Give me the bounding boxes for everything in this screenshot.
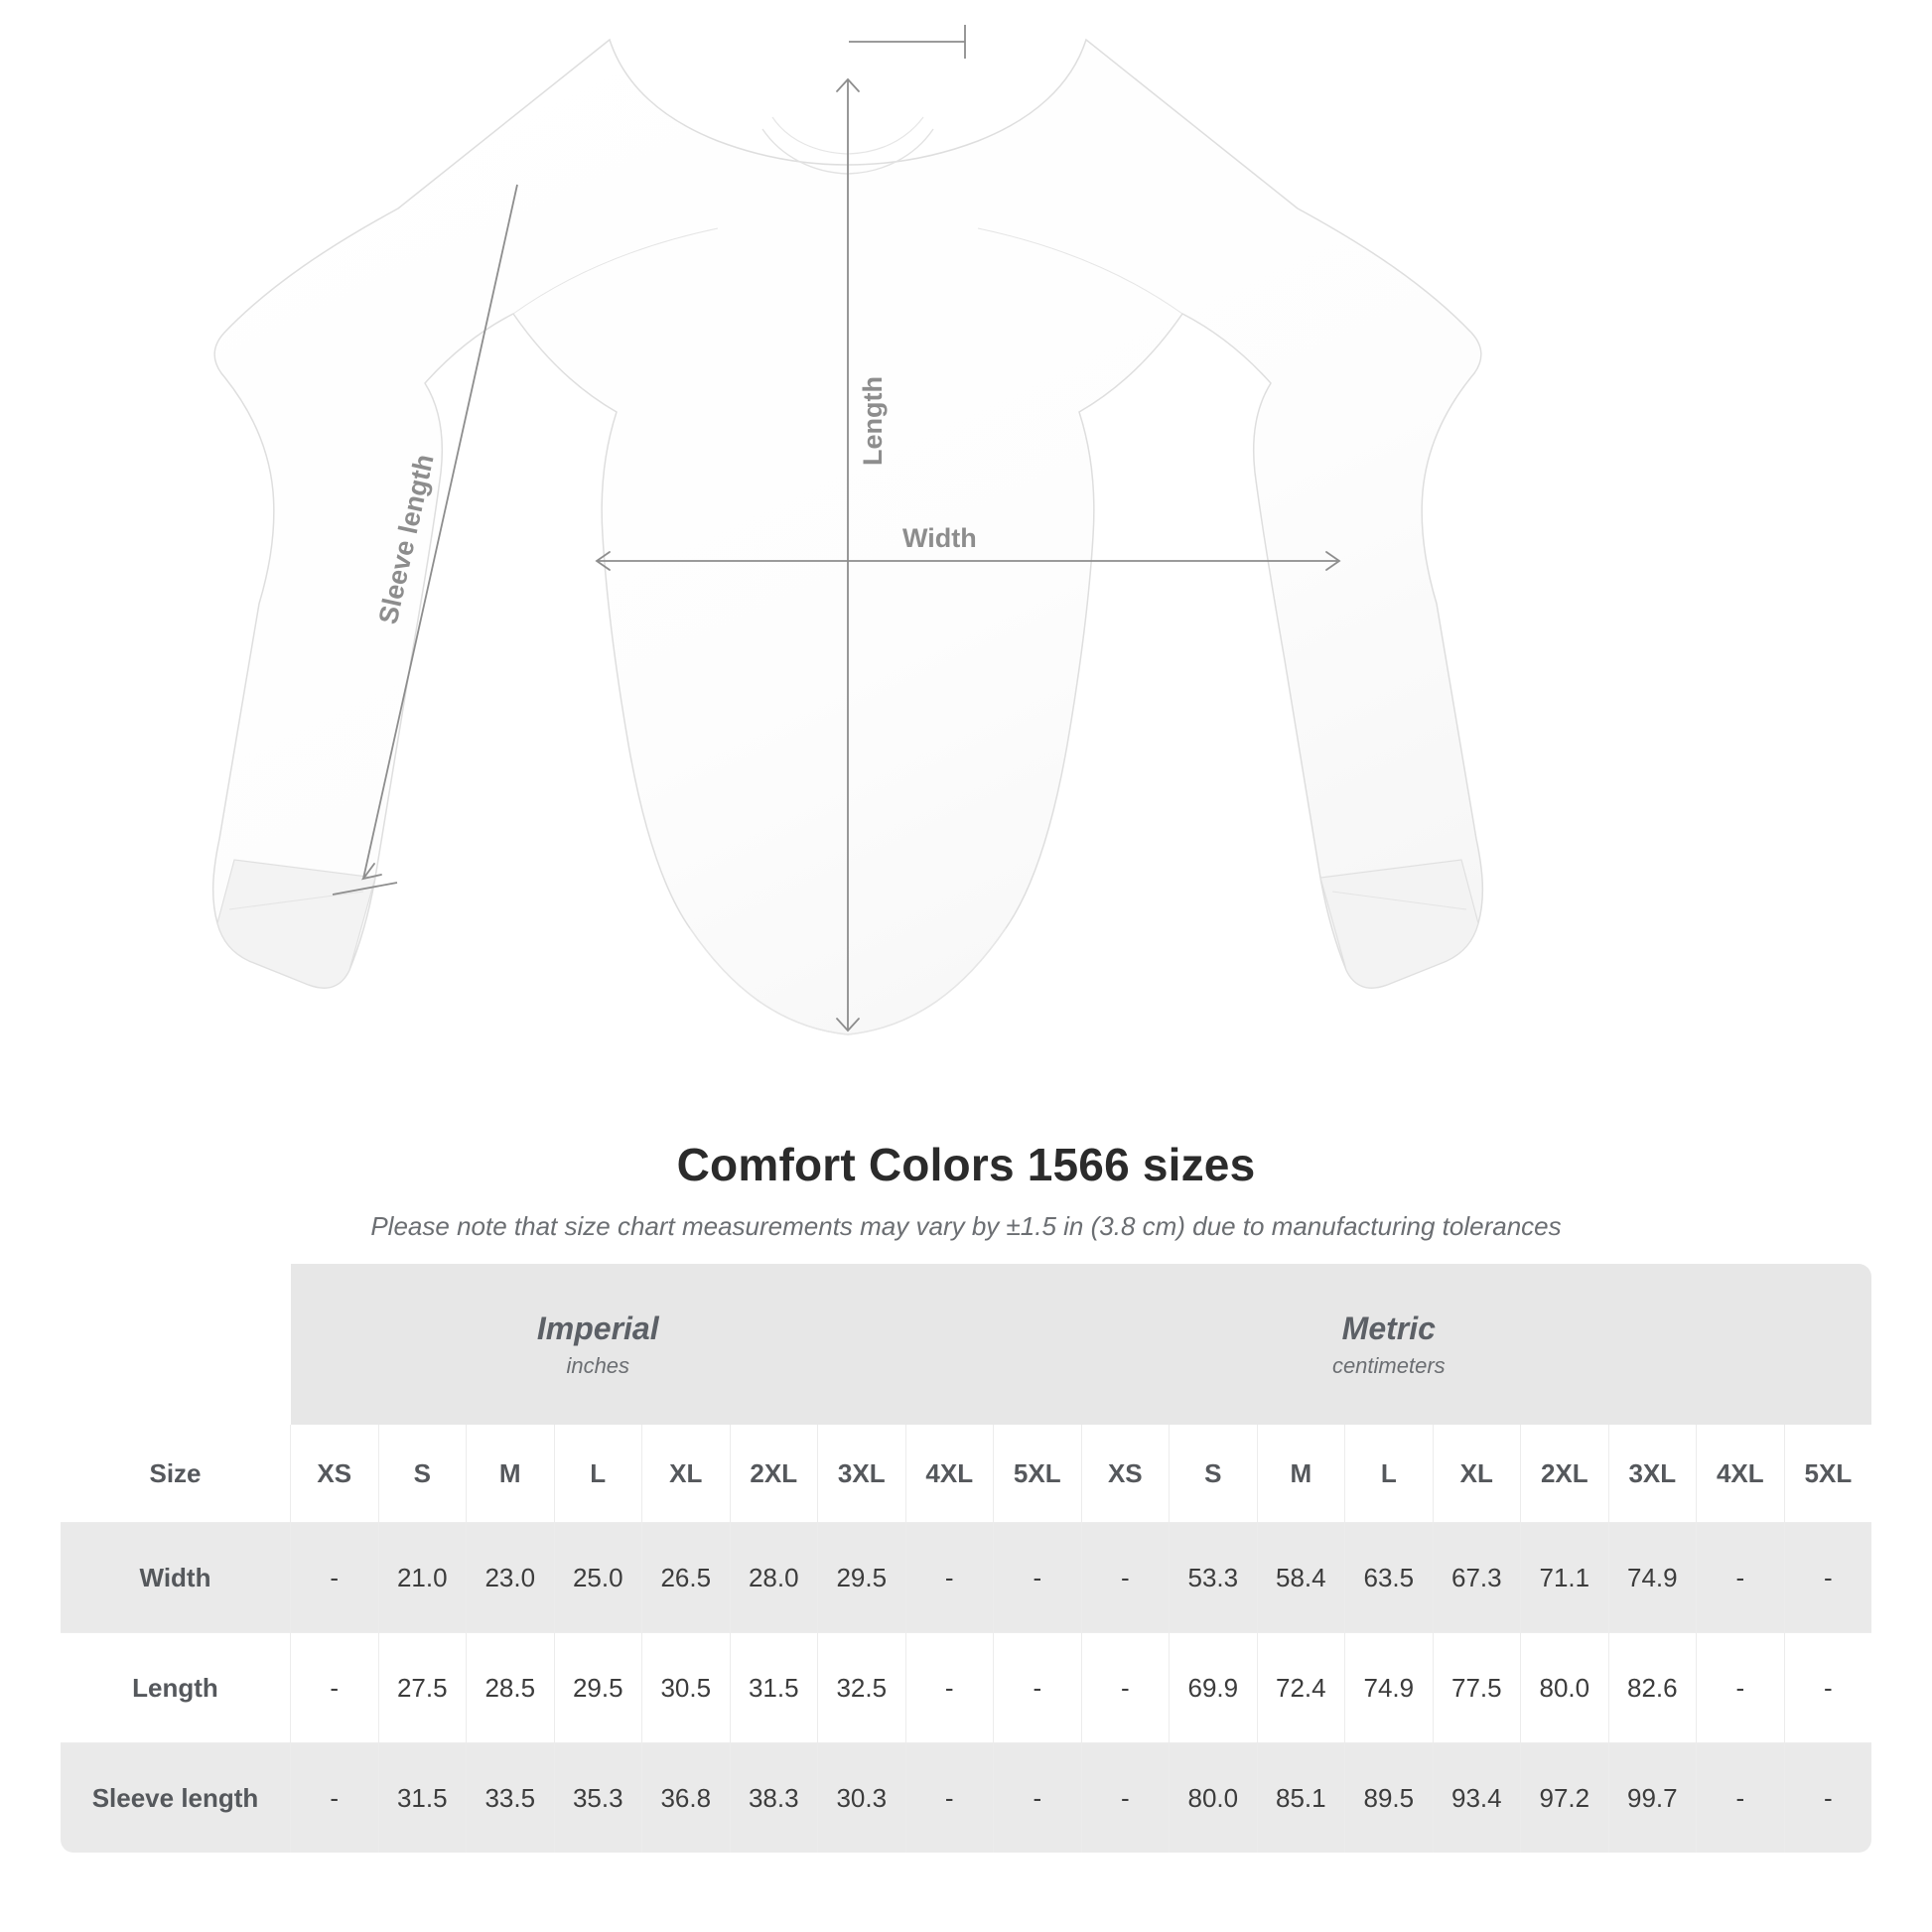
svg-text:Length: Length [858,376,888,466]
svg-text:Width: Width [902,523,977,553]
